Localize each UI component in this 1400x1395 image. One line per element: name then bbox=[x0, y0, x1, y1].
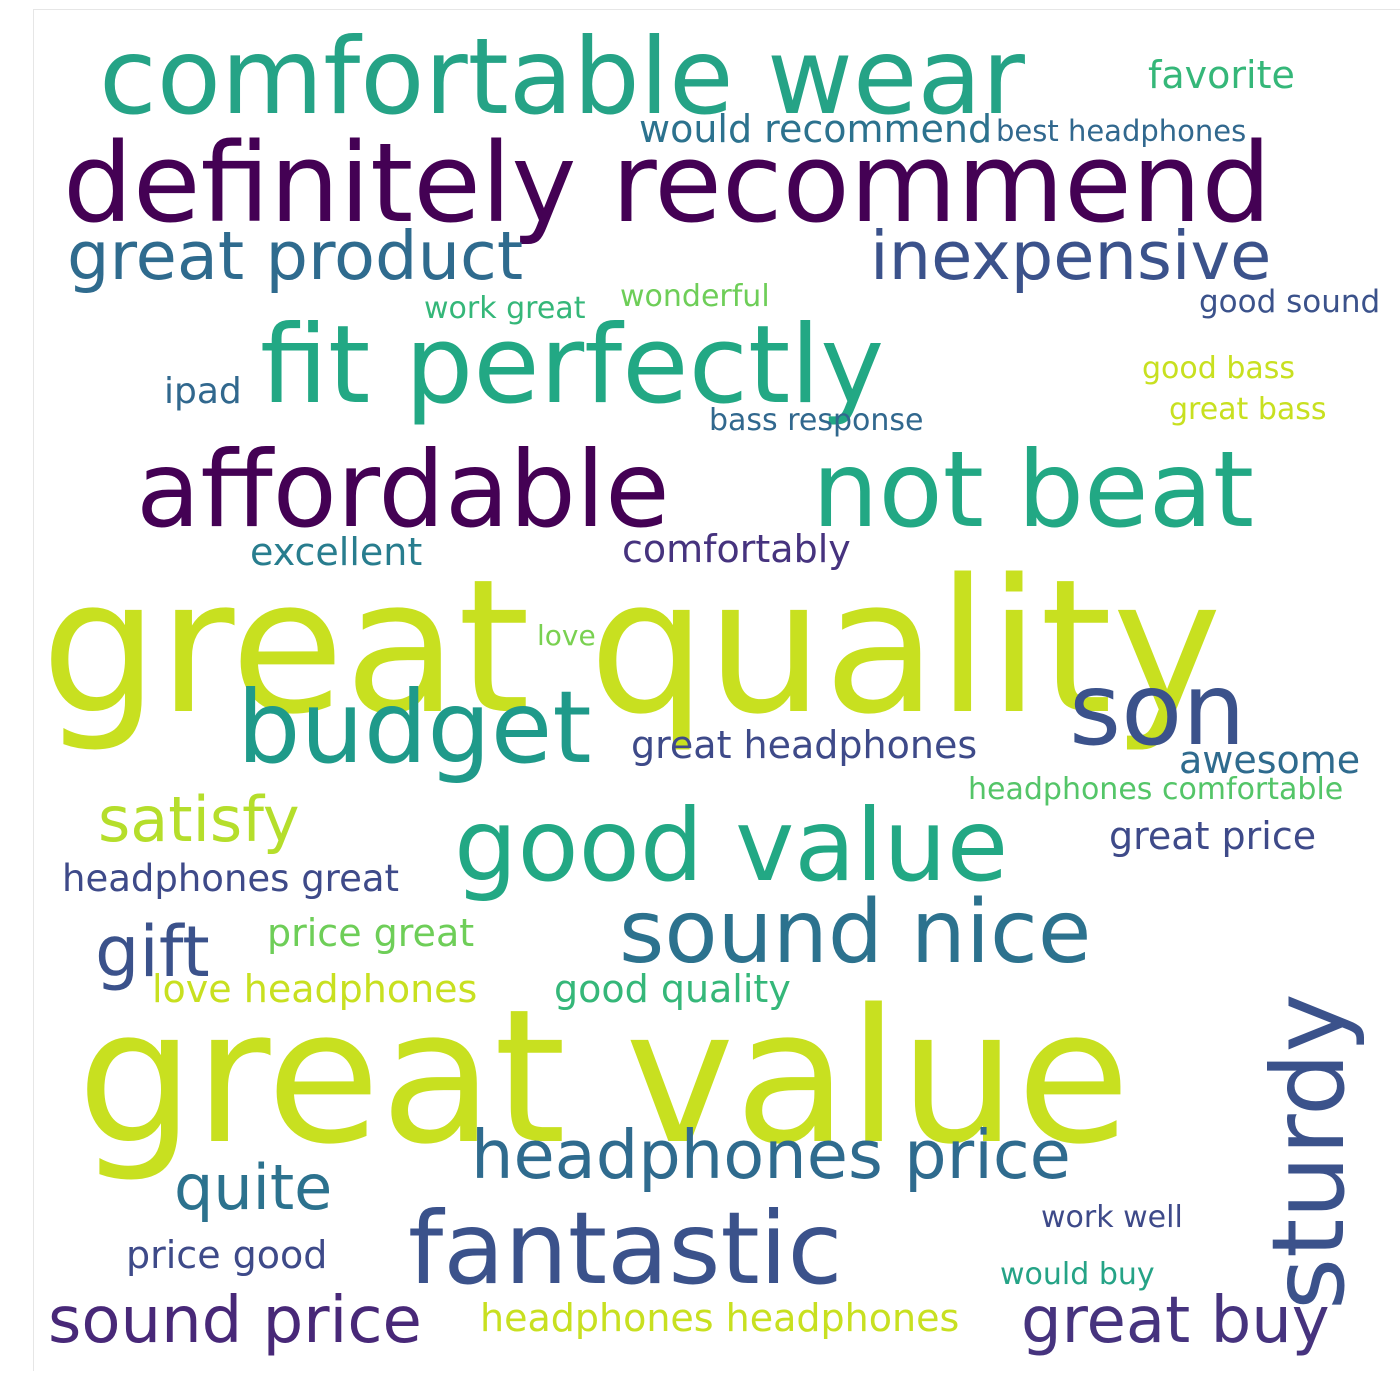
word-best-headphones: best headphones bbox=[996, 114, 1247, 148]
word-quite: quite bbox=[174, 1151, 333, 1224]
word-fit-perfectly: fit perfectly bbox=[260, 303, 885, 428]
word-great-headphones: great headphones bbox=[631, 723, 978, 767]
word-fantastic: fantastic bbox=[408, 1190, 843, 1307]
word-sound-price: sound price bbox=[48, 1284, 422, 1358]
word-good-sound: good sound bbox=[1199, 284, 1381, 320]
word-excellent: excellent bbox=[250, 530, 423, 574]
word-would-buy: would buy bbox=[1000, 1257, 1155, 1292]
word-son: son bbox=[1069, 651, 1246, 768]
word-price-good: price good bbox=[126, 1233, 328, 1277]
word-affordable: affordable bbox=[136, 429, 670, 551]
word-love: love bbox=[537, 619, 596, 652]
word-work-great: work great bbox=[424, 291, 586, 326]
word-budget: budget bbox=[237, 669, 592, 786]
word-great-quality: great quality bbox=[41, 539, 1222, 755]
word-headphones-comfortable: headphones comfortable bbox=[968, 772, 1344, 807]
word-great-buy: great buy bbox=[1021, 1284, 1330, 1358]
word-awesome: awesome bbox=[1179, 738, 1361, 782]
word-good-bass: good bass bbox=[1142, 351, 1296, 386]
word-favorite: favorite bbox=[1148, 53, 1295, 97]
word-comfortably: comfortably bbox=[622, 527, 851, 571]
word-definitely-recommend: definitely recommend bbox=[63, 119, 1272, 247]
word-cloud: great quality great value definitely rec… bbox=[33, 9, 1400, 1371]
word-love-headphones: love headphones bbox=[152, 967, 478, 1011]
word-sturdy: sturdy bbox=[1250, 993, 1367, 1310]
word-good-quality: good quality bbox=[554, 967, 791, 1011]
word-sound-nice: sound nice bbox=[619, 881, 1092, 983]
word-headphones-great: headphones great bbox=[62, 857, 400, 900]
word-great-value: great value bbox=[77, 969, 1131, 1185]
word-wonderful: wonderful bbox=[620, 279, 770, 314]
word-good-value: good value bbox=[454, 787, 1009, 904]
word-satisfy: satisfy bbox=[98, 783, 300, 856]
word-price-great: price great bbox=[267, 911, 475, 955]
word-bass-response: bass response bbox=[709, 403, 924, 438]
word-not-beat: not beat bbox=[812, 429, 1255, 551]
word-headphones-price: headphones price bbox=[471, 1116, 1071, 1194]
word-great-price: great price bbox=[1109, 814, 1317, 858]
word-comfortable-wear: comfortable wear bbox=[99, 16, 1025, 138]
word-great-bass: great bass bbox=[1169, 392, 1327, 427]
word-would-recommend: would recommend bbox=[639, 107, 993, 151]
word-gift: gift bbox=[95, 911, 210, 993]
word-inexpensive: inexpensive bbox=[870, 217, 1272, 295]
word-ipad: ipad bbox=[164, 371, 242, 412]
word-headphones-headphones: headphones headphones bbox=[480, 1296, 960, 1340]
word-great-product: great product bbox=[67, 217, 524, 295]
word-work-well: work well bbox=[1041, 1200, 1183, 1235]
